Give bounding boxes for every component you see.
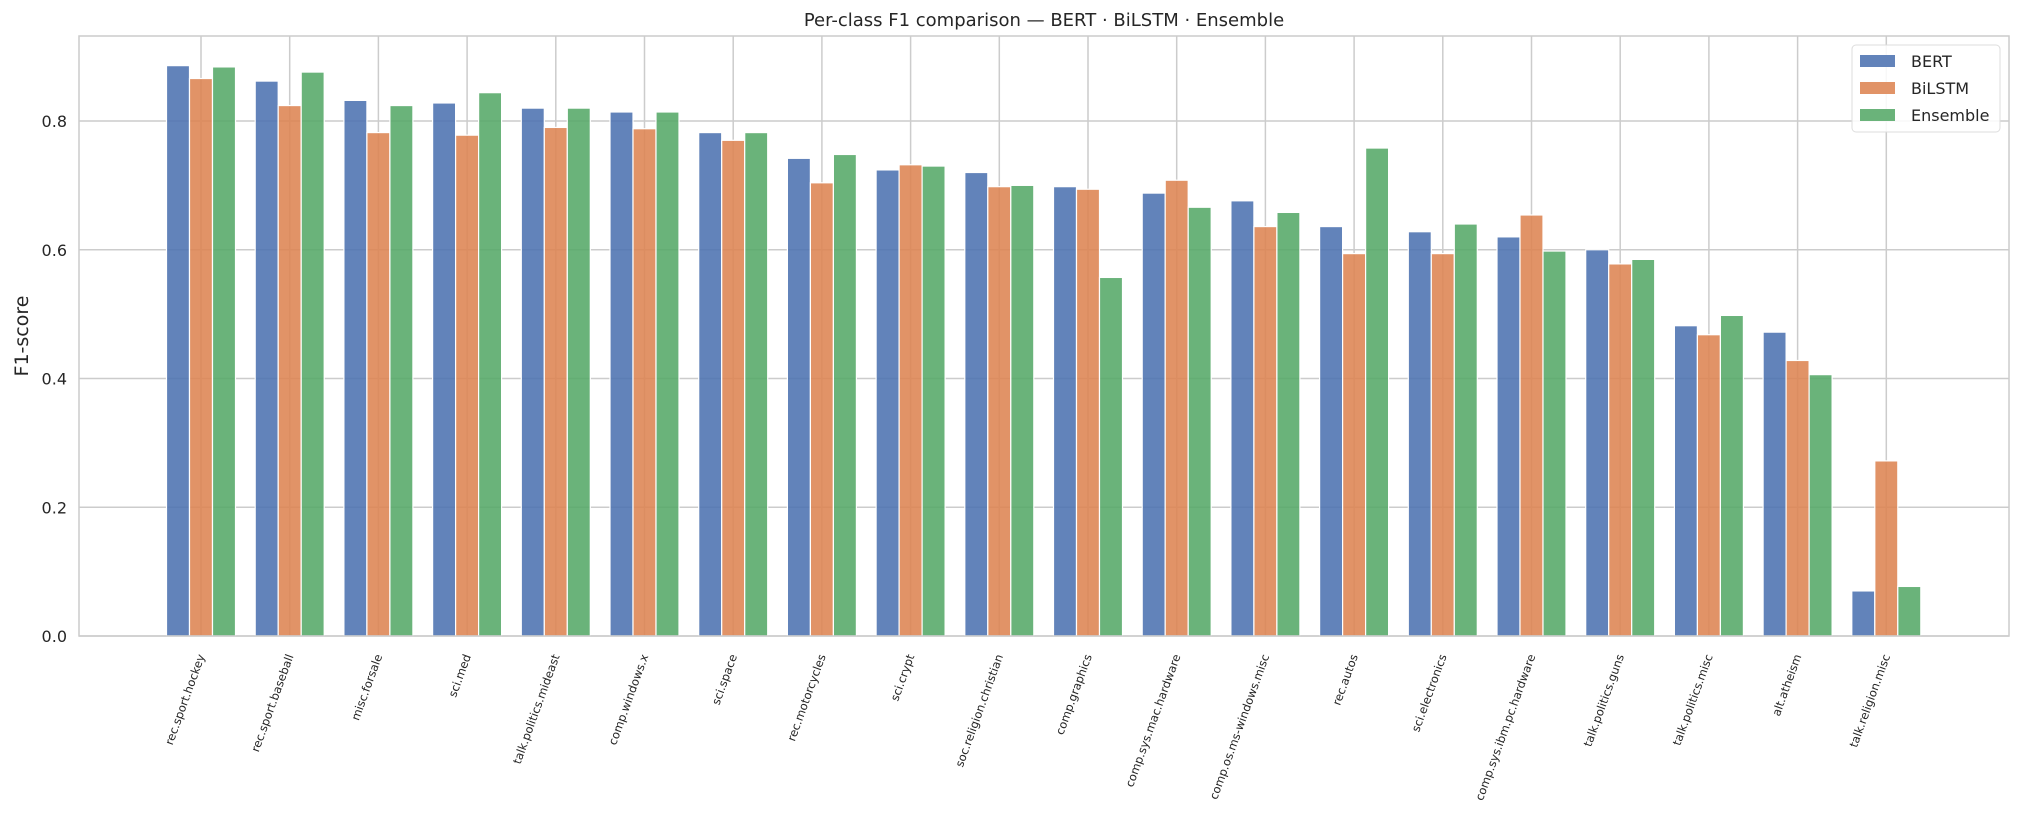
bar-ensemble-rec.autos: [1364, 147, 1390, 637]
bar-bilstm-rec.autos: [1341, 253, 1367, 637]
x-tick-label: alt.atheism: [1769, 652, 1804, 718]
bar-bilstm-comp.graphics: [1075, 188, 1101, 637]
bar-ensemble-talk.politics.guns: [1631, 258, 1656, 637]
bar-bert-rec.sport.hockey: [165, 65, 191, 637]
x-tick-label: talk.religion.misc: [1846, 652, 1893, 749]
bar-bert-soc.religion.christian: [964, 171, 989, 637]
bar-bilstm-talk.religion.misc: [1874, 460, 1899, 637]
x-tick-label: sci.crypt: [888, 652, 918, 703]
bar-bilstm-talk.politics.guns: [1608, 263, 1633, 637]
x-tick-label: talk.politics.guns: [1581, 652, 1627, 748]
y-tick-label: 0.4: [42, 370, 67, 389]
bar-bilstm-rec.motorcycles: [809, 182, 835, 637]
bar-bert-sci.crypt: [875, 169, 900, 637]
bar-bert-comp.os.ms-windows.misc: [1230, 200, 1255, 637]
x-tick-label: talk.politics.mideast: [510, 652, 563, 766]
bar-bert-misc.forsale: [343, 99, 368, 637]
x-tick-label: sci.space: [709, 652, 740, 707]
legend-label-bert: BERT: [1911, 52, 1952, 71]
bar-ensemble-alt.atheism: [1808, 374, 1833, 637]
bar-bert-sci.space: [698, 131, 723, 637]
bar-ensemble-sci.crypt: [921, 165, 946, 637]
bar-ensemble-rec.sport.hockey: [211, 66, 237, 637]
bar-bert-rec.autos: [1318, 225, 1344, 637]
y-tick-labels: 0.0 0.2 0.4 0.6 0.8: [42, 112, 67, 646]
x-tick-label: rec.autos: [1329, 652, 1360, 707]
bar-bert-talk.religion.misc: [1851, 590, 1876, 637]
bar-bilstm-sci.med: [455, 134, 480, 637]
bar-bilstm-comp.sys.mac.hardware: [1164, 179, 1189, 637]
x-tick-label: talk.politics.misc: [1670, 652, 1716, 747]
legend: BERT BiLSTM Ensemble: [1851, 44, 2001, 133]
bar-bert-talk.politics.mideast: [520, 107, 545, 637]
bar-bert-comp.sys.mac.hardware: [1141, 192, 1166, 637]
bar-ensemble-sci.electronics: [1453, 223, 1478, 637]
plot-frame: [78, 35, 2010, 637]
bar-bilstm-misc.forsale: [366, 131, 391, 637]
y-tick-label: 0.8: [42, 112, 67, 131]
legend-label-ensemble: Ensemble: [1911, 106, 1989, 125]
bar-ensemble-rec.sport.baseball: [300, 71, 325, 637]
x-tick-label: soc.religion.christian: [952, 652, 1006, 769]
legend-swatch-bert: [1860, 55, 1895, 67]
x-tick-label: sci.electronics: [1409, 652, 1450, 734]
bar-bert-comp.windows.x: [609, 111, 634, 637]
bar-ensemble-talk.politics.misc: [1719, 314, 1745, 637]
x-tick-label: comp.windows.x: [605, 652, 651, 747]
bar-ensemble-soc.religion.christian: [1010, 184, 1035, 637]
x-tick-labels: rec.sport.hockey rec.sport.baseball misc.f…: [162, 652, 1893, 803]
bar-ensemble-talk.religion.misc: [1897, 585, 1922, 637]
x-tick-label: rec.motorcycles: [784, 652, 828, 743]
bar-ensemble-misc.forsale: [389, 104, 414, 637]
bar-bert-talk.politics.guns: [1585, 249, 1610, 637]
bar-bilstm-soc.religion.christian: [987, 186, 1012, 637]
bar-bilstm-comp.windows.x: [632, 128, 657, 637]
x-tick-label: rec.sport.baseball: [248, 652, 296, 753]
legend-swatch-bilstm: [1860, 82, 1895, 94]
x-tick-label: comp.sys.mac.hardware: [1122, 652, 1183, 789]
y-tick-label: 0.0: [42, 627, 67, 646]
x-tick-label: sci.med: [445, 652, 473, 699]
bar-bert-rec.motorcycles: [786, 157, 812, 637]
bar-bilstm-alt.atheism: [1785, 359, 1810, 637]
bar-bilstm-comp.sys.ibm.pc.hardware: [1519, 214, 1544, 637]
bar-bilstm-comp.os.ms-windows.misc: [1253, 225, 1278, 637]
y-axis-label: F1-score: [11, 296, 33, 377]
x-tick-label: comp.os.ms-windows.misc: [1207, 652, 1273, 801]
chart-title: Per-class F1 comparison — BERT · BiLSTM …: [804, 10, 1284, 31]
x-tick-label: misc.forsale: [348, 652, 385, 722]
bar-bert-alt.atheism: [1762, 331, 1787, 637]
bar-bert-sci.med: [432, 102, 457, 637]
bar-bilstm-sci.crypt: [898, 164, 923, 637]
bar-bilstm-rec.sport.baseball: [277, 104, 302, 637]
bar-bilstm-sci.electronics: [1430, 253, 1455, 637]
bar-bilstm-talk.politics.misc: [1696, 334, 1722, 637]
bar-bilstm-rec.sport.hockey: [188, 77, 214, 637]
bar-bert-sci.electronics: [1407, 231, 1432, 637]
bar-ensemble-sci.space: [744, 131, 769, 637]
bar-bilstm-sci.space: [721, 139, 746, 637]
bar-bilstm-talk.politics.mideast: [543, 126, 568, 637]
bar-bert-comp.sys.ibm.pc.hardware: [1496, 236, 1521, 637]
bar-ensemble-comp.sys.mac.hardware: [1187, 206, 1212, 637]
bar-bert-rec.sport.baseball: [254, 80, 279, 637]
x-tick-label: rec.sport.hockey: [162, 652, 208, 747]
x-tick-label: comp.sys.ibm.pc.hardware: [1472, 652, 1538, 802]
bar-bert-talk.politics.misc: [1673, 325, 1699, 637]
legend-label-bilstm: BiLSTM: [1911, 79, 1969, 98]
bar-ensemble-comp.os.ms-windows.misc: [1276, 211, 1301, 637]
y-tick-label: 0.6: [42, 241, 67, 260]
bar-ensemble-sci.med: [478, 92, 503, 637]
bar-ensemble-comp.windows.x: [655, 111, 680, 637]
legend-swatch-ensemble: [1860, 109, 1895, 121]
bar-ensemble-rec.motorcycles: [832, 153, 858, 637]
bar-ensemble-comp.graphics: [1098, 276, 1124, 637]
bars: [165, 65, 1922, 637]
x-tick-label: comp.graphics: [1053, 652, 1095, 736]
bar-bert-comp.graphics: [1052, 186, 1078, 637]
y-tick-label: 0.2: [42, 498, 67, 517]
bar-ensemble-comp.sys.ibm.pc.hardware: [1542, 250, 1567, 637]
bar-ensemble-talk.politics.mideast: [566, 107, 591, 637]
